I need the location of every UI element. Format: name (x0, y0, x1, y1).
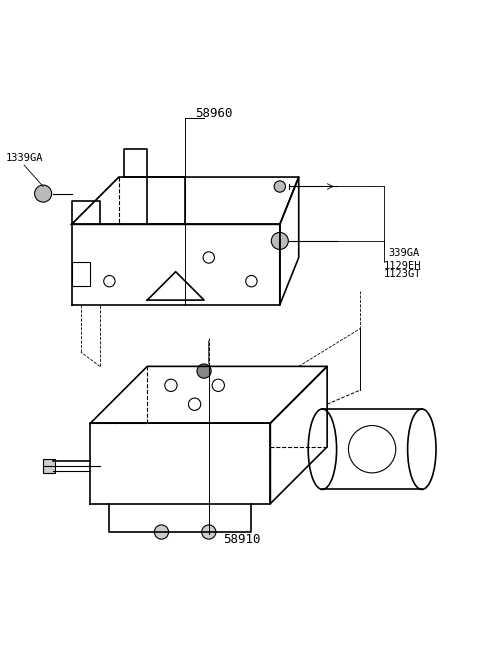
Circle shape (202, 525, 216, 539)
Bar (43, 459, 55, 473)
Circle shape (271, 233, 288, 250)
Circle shape (155, 525, 168, 539)
Text: 58910: 58910 (223, 533, 261, 546)
Text: 58960: 58960 (195, 106, 232, 120)
Circle shape (35, 185, 52, 202)
Text: 1129EH: 1129EH (384, 261, 421, 271)
Text: 1123GT: 1123GT (384, 269, 421, 279)
Text: 339GA: 339GA (389, 248, 420, 258)
Bar (72, 262, 90, 286)
Text: 1339GA: 1339GA (5, 153, 43, 163)
Circle shape (197, 364, 211, 378)
Circle shape (274, 181, 286, 193)
